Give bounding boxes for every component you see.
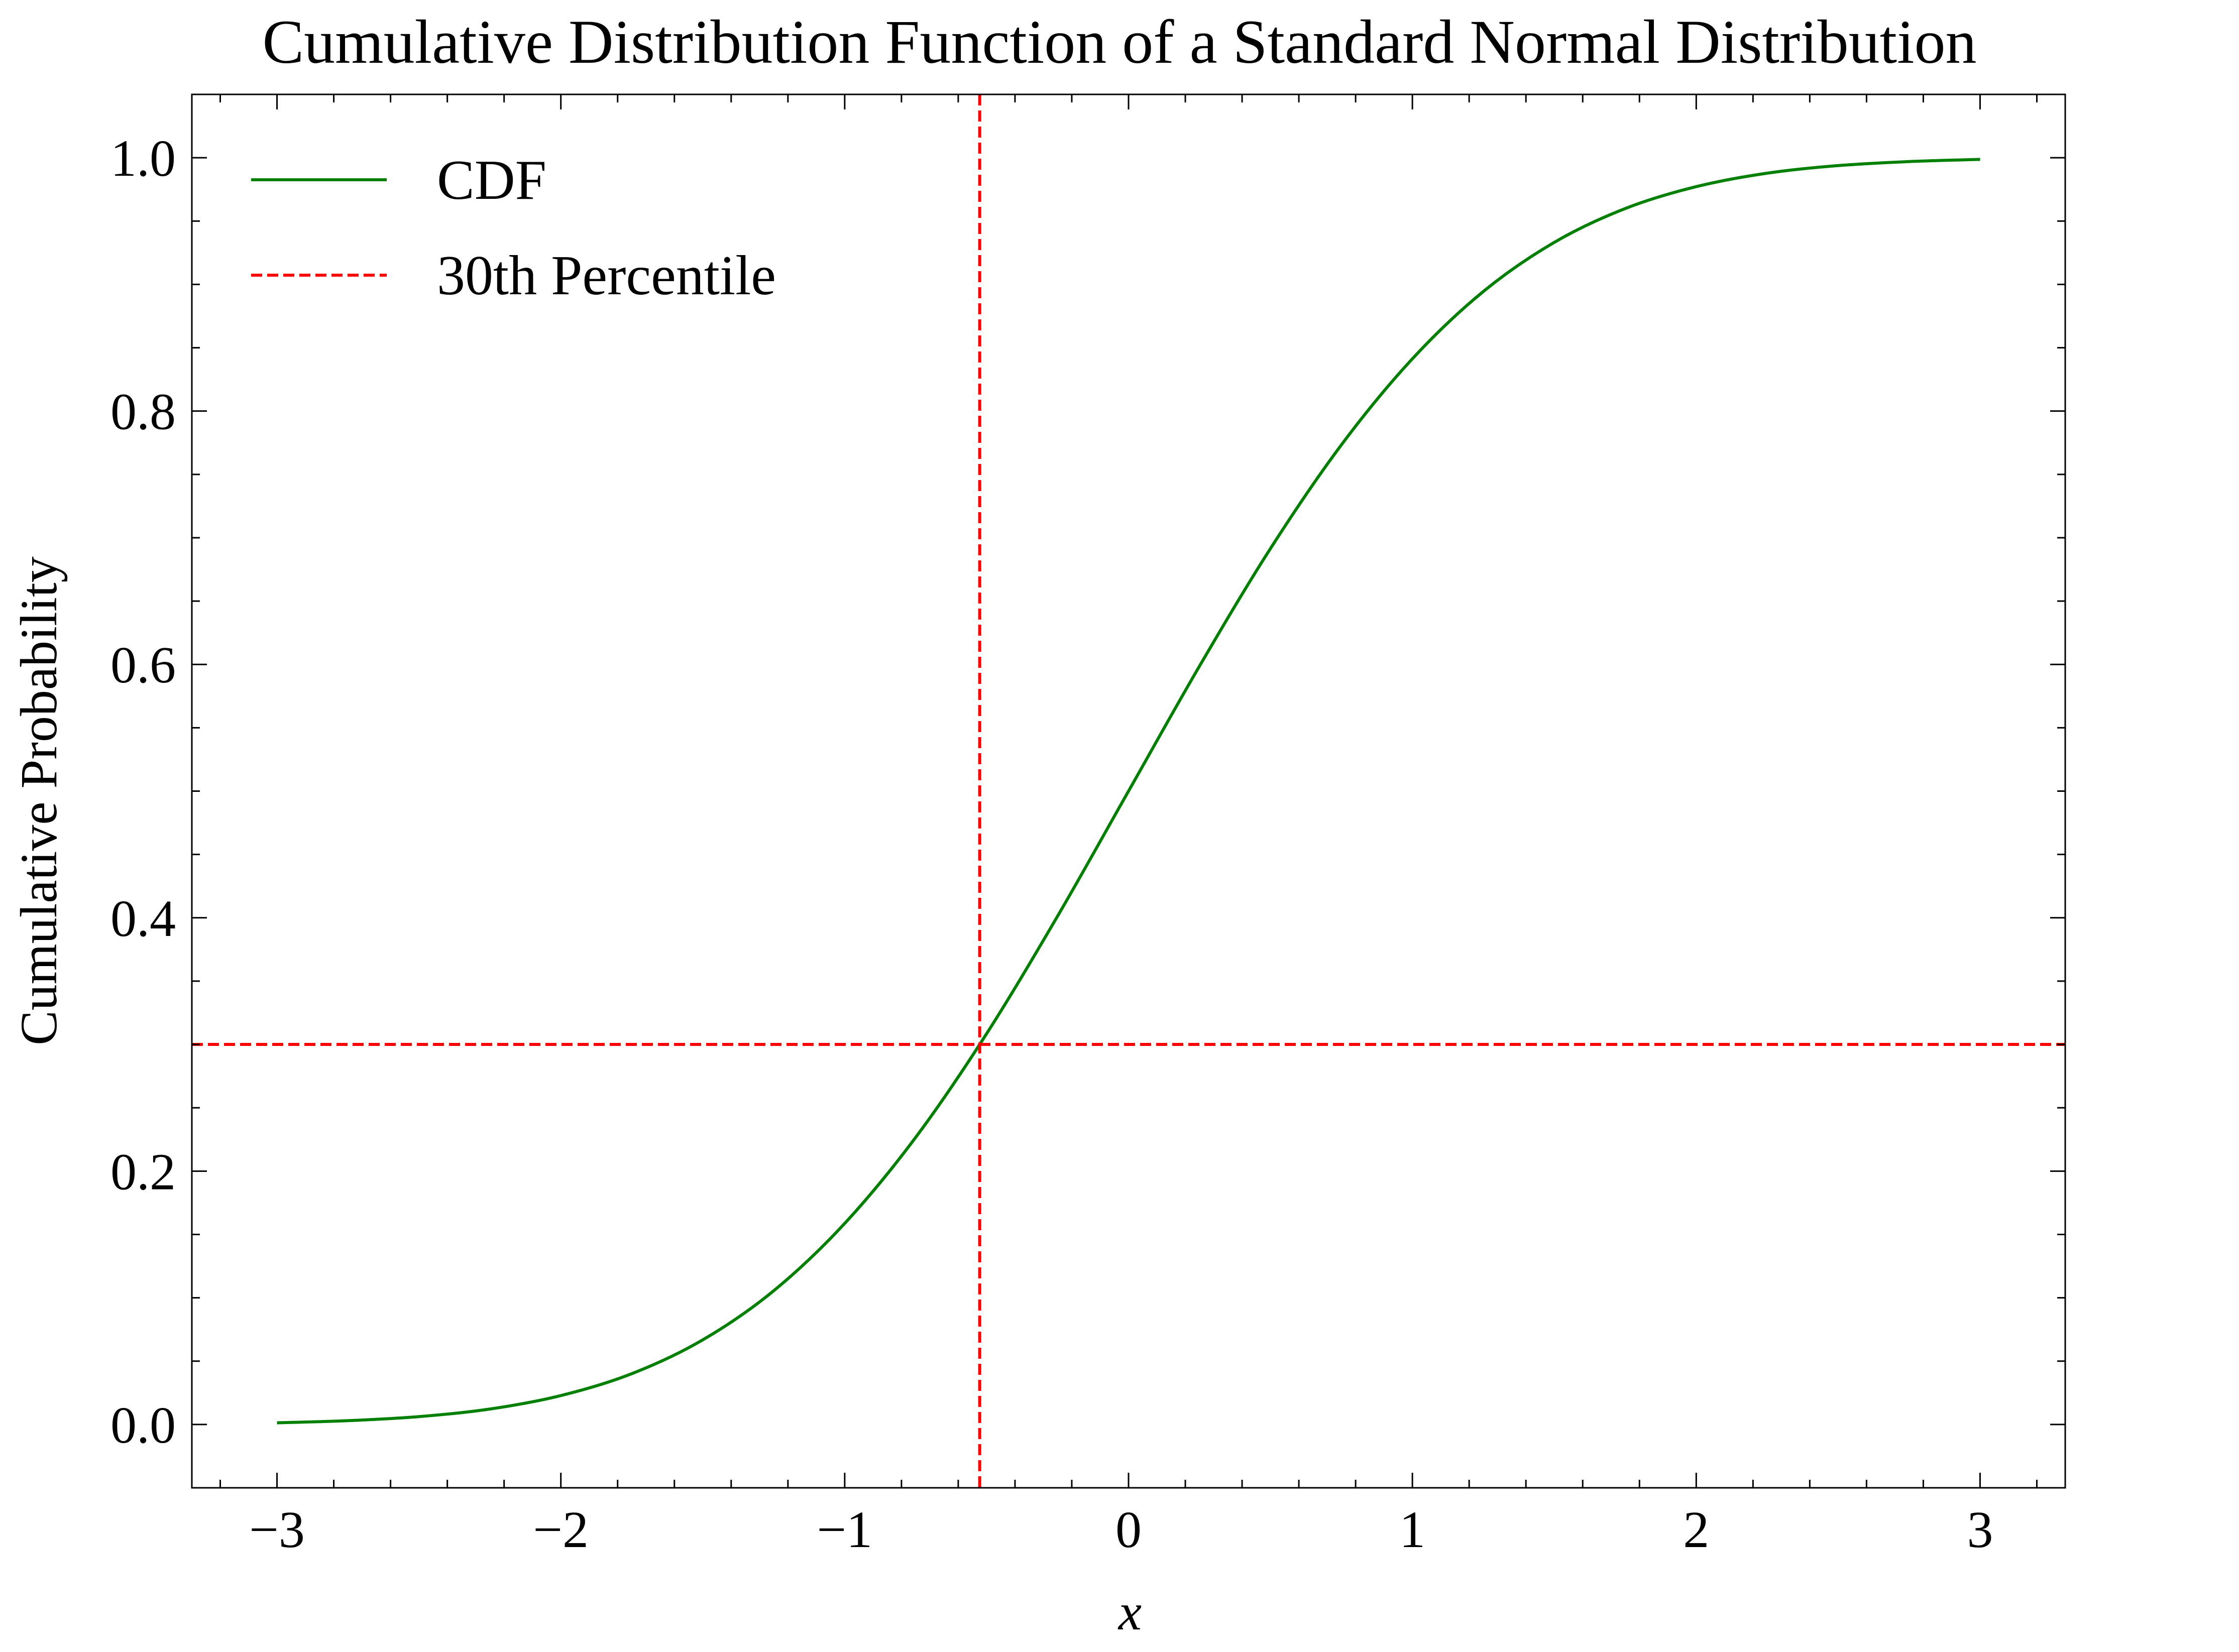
series-line-cdf: [277, 158, 1980, 1425]
x-tick-label: −1: [817, 1501, 873, 1559]
y-tick-label: 0.2: [110, 1143, 176, 1201]
legend-label-cdf: CDF: [437, 149, 546, 211]
y-axis-label: Cumulative Probability: [10, 556, 68, 1045]
x-tick-label: −3: [249, 1501, 305, 1559]
y-tick-label: 0.6: [110, 636, 176, 694]
plot-area: −3 −2 −1 0 1 2 3 0.0 0.2 0.4 0.6 0.8 1.0 CDF 30th Perc…: [110, 93, 2066, 1559]
x-tick-label: 1: [1399, 1501, 1425, 1559]
y-tick-label: 1.0: [110, 130, 176, 187]
x-tick-label: 2: [1683, 1501, 1709, 1559]
y-tick-label: 0.8: [110, 383, 176, 441]
chart-title: Cumulative Distribution Function of a St…: [262, 8, 1976, 76]
x-axis-label: x: [1117, 1583, 1142, 1641]
data-layer: [192, 94, 2065, 1488]
x-tick-label: −2: [533, 1501, 589, 1559]
legend-label-percentile: 30th Percentile: [437, 245, 776, 307]
y-tick-label: 0.0: [110, 1396, 176, 1454]
y-tick-label: 0.4: [110, 890, 176, 948]
x-tick-label: 3: [1967, 1501, 1993, 1559]
x-tick-label: 0: [1115, 1501, 1142, 1559]
legend: CDF 30th Percentile: [251, 149, 776, 307]
